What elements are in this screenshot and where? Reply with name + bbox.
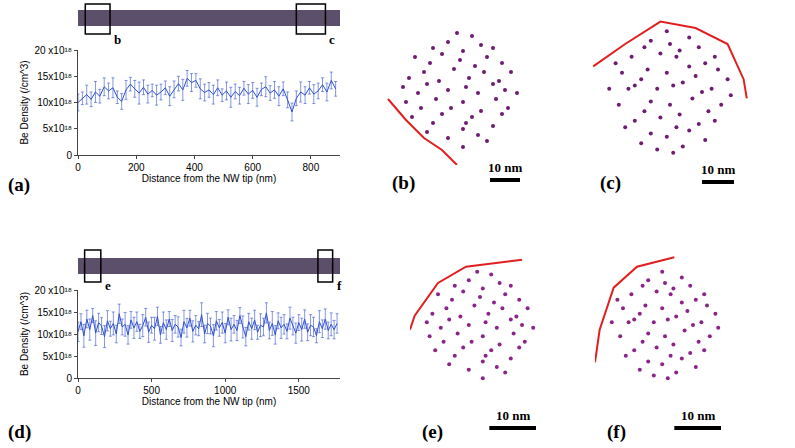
svg-text:600: 600 [244,162,261,173]
svg-text:10 nm: 10 nm [488,160,522,175]
svg-text:0: 0 [66,373,72,384]
svg-text:5x10¹⁸: 5x10¹⁸ [43,123,72,134]
svg-text:15x10¹⁸: 15x10¹⁸ [37,307,72,318]
svg-text:(b): (b) [392,172,415,194]
svg-text:200: 200 [128,162,145,173]
svg-text:Be Density (/cm^3): Be Density (/cm^3) [19,60,30,144]
svg-text:400: 400 [186,162,203,173]
svg-text:0: 0 [66,150,72,161]
svg-text:f: f [337,278,342,293]
svg-text:0: 0 [75,385,81,396]
svg-text:20 x10¹⁸: 20 x10¹⁸ [34,285,72,296]
svg-text:10 nm: 10 nm [701,162,735,177]
svg-text:10x10¹⁸: 10x10¹⁸ [37,97,72,108]
svg-text:0: 0 [75,162,81,173]
svg-text:(e): (e) [422,421,443,443]
svg-text:(a): (a) [8,174,30,196]
svg-text:1500: 1500 [288,385,311,396]
svg-text:15x10¹⁸: 15x10¹⁸ [37,71,72,82]
svg-text:500: 500 [143,385,160,396]
svg-text:(f): (f) [607,421,626,443]
svg-text:Distance from the NW tip (nm): Distance from the NW tip (nm) [142,173,276,184]
svg-text:5x10¹⁸: 5x10¹⁸ [43,351,72,362]
svg-text:b: b [114,32,121,47]
svg-text:(d): (d) [8,421,31,443]
svg-text:c: c [329,32,335,47]
svg-text:10 nm: 10 nm [496,408,530,423]
svg-text:800: 800 [303,162,320,173]
svg-text:e: e [105,278,111,293]
svg-text:20 x10¹⁸: 20 x10¹⁸ [34,45,72,56]
svg-text:Distance from the NW tip (nm): Distance from the NW tip (nm) [142,396,276,407]
svg-text:Be Density (/cm^3): Be Density (/cm^3) [19,292,30,376]
svg-text:1000: 1000 [214,385,237,396]
svg-text:10x10¹⁸: 10x10¹⁸ [37,329,72,340]
svg-text:(c): (c) [600,172,621,194]
svg-text:10 nm: 10 nm [681,408,715,423]
